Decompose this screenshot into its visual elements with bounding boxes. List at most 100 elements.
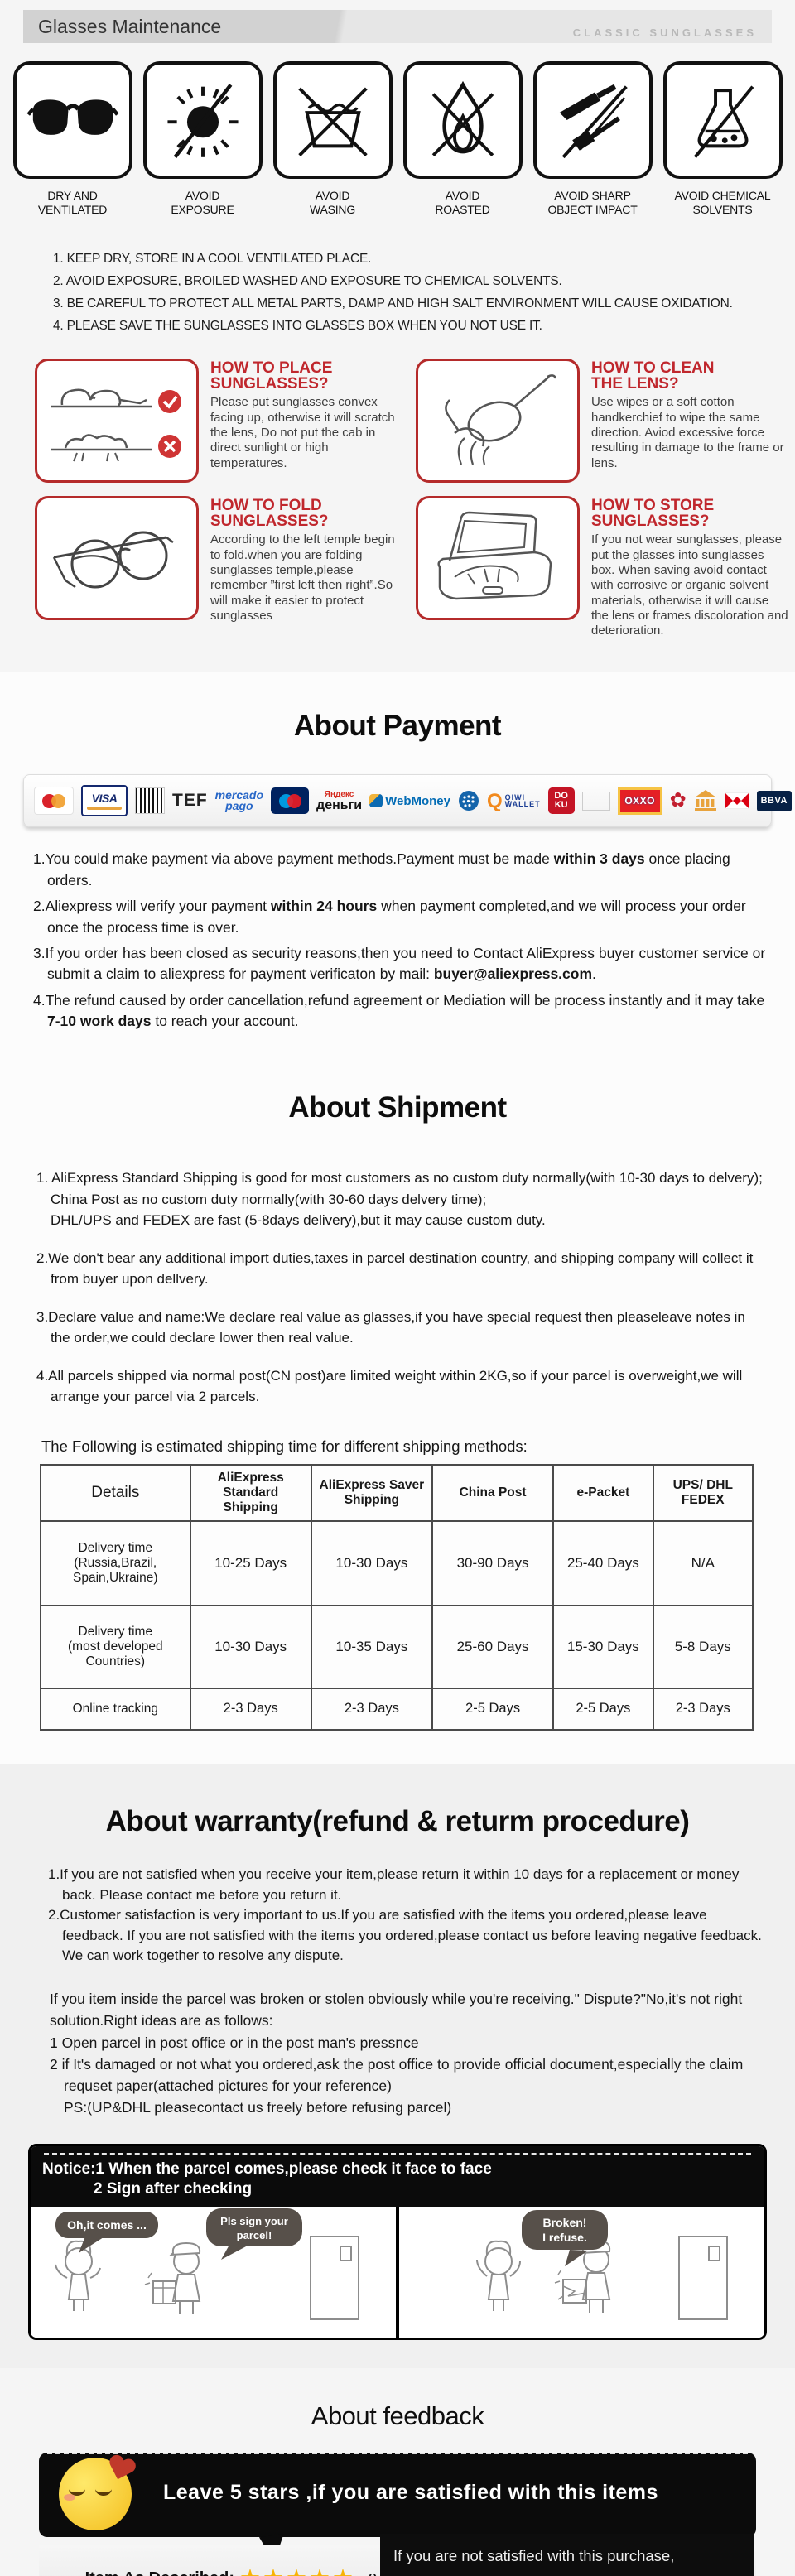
howto-body: According to the left temple begin to fo… [210,532,395,623]
dashed-divider [44,2152,751,2155]
notice-line: Notice:1 When the parcel comes,please ch… [42,2160,492,2178]
feedback-banner: Leave 5 stars ,if you are satisfied with… [39,2453,756,2564]
payment-note: 4.The refund caused by order cancellatio… [33,991,765,1030]
comic-sign-sketch: Oh,it comes ... Pls sign your parcel! [55,2208,359,2320]
howto-body: Use wipes or a soft cotton handkerchief … [591,395,784,470]
speech-bubble: parcel! [237,2229,272,2241]
shipment-title: About Shipment [288,1091,507,1124]
care-rule: 3. BE CAREFUL TO PROTECT ALL METAL PARTS… [53,296,733,311]
care-box-chemical [662,61,783,179]
shipment-note: 1. AliExpress Standard Shipping is good … [36,1170,763,1187]
dispute-note: PS:(UP&DHL pleasecontact us freely befor… [64,2099,452,2116]
no-sun-icon [166,84,238,159]
five-star-icons: ★★★★★ [239,2567,355,2576]
comic-refuse-sketch: Broken! I refuse. [476,2210,728,2320]
care-label: AVOID WASING [309,189,356,216]
kiss-emoji-icon [59,2458,132,2530]
care-rule: 1. KEEP DRY, STORE IN A COOL VENTILATED … [53,251,372,266]
shipment-note: 4.All parcels shipped via normal post(CN… [36,1367,743,1405]
warranty-title: About warranty(refund & returm procedure… [105,1804,690,1837]
care-label: AVOID EXPOSURE [171,189,234,216]
howto-fold: HOW TO FOLD SUNGLASSES? According to the… [35,495,407,639]
bbva-logo: BBVA [756,790,792,811]
care-box-sharp [532,61,653,179]
speech-bubble: Broken! [543,2216,587,2229]
howto-title: HOW TO FOLD SUNGLASSES? [210,496,329,530]
howto-place: HOW TO PLACE SUNGLASSES? Please put sung… [35,358,407,483]
maestro-logo [271,787,310,815]
th-saver: AliExpress Saver Shipping [310,1463,433,1522]
payment-methods-bar: VISA TEF mercado pago Яндекс деньги WebM… [23,774,792,828]
yandex-money-logo: Яндекс деньги [316,790,363,812]
payment-note: 3.If you order has been closed as securi… [33,944,766,983]
mercado-pago-logo: mercado pago [214,788,264,813]
doku-logo: DO KU [547,787,575,815]
th-details: Details [40,1463,191,1522]
warranty-notes: 1.If you are not satisfied when you rece… [48,1865,762,1967]
shipment-note: 2.We don't bear any additional import du… [36,1249,754,1288]
glasses-case-sketch [437,511,552,599]
heart-icon [110,2455,145,2487]
howto-place-illustration [35,358,199,483]
care-icon-row [0,61,795,179]
shipping-table-caption: The Following is estimated shipping time… [41,1437,528,1455]
howto-fold-illustration [35,495,199,620]
care-box-roasted [402,61,523,179]
care-label: AVOID ROASTED [435,189,490,216]
no-wash-icon [297,87,368,156]
care-box-exposure [142,61,263,179]
care-label: DRY AND VENTILATED [37,189,108,216]
warranty-note: 1.If you are not satisfied when you rece… [48,1866,740,1903]
howto-title: HOW TO PLACE SUNGLASSES? [210,359,333,392]
banner-text: Leave 5 stars ,if you are satisfied with… [163,2481,658,2504]
speech-bubble: I refuse. [542,2231,587,2244]
oxxo-logo: OXXO [617,787,662,815]
dashed-divider [47,2453,748,2454]
warranty-note: 2.Customer satisfaction is very importan… [48,1907,762,1964]
th-chinapost: China Post [431,1463,555,1522]
care-rule: 2. AVOID EXPOSURE, BROILED WASHED AND EX… [53,273,562,288]
payment-title: About Payment [293,710,502,743]
howto-clean-text: HOW TO CLEAN THE LENS? Use wipes or a so… [591,359,788,483]
hsbc-logo [724,792,749,810]
dispute-notes: If you item inside the parcel was broken… [50,1988,762,2119]
howto-fold-text: HOW TO FOLD SUNGLASSES? According to the… [210,496,407,639]
howto-title: HOW TO STORE SUNGLASSES? [591,496,715,530]
dispute-note: 1 Open parcel in post office or in the p… [50,2034,419,2051]
howto-body: If you not wear sunglasses, please put t… [591,532,788,638]
speech-bubble: Oh,it comes ... [67,2218,147,2232]
payment-note: 2.Aliexpress will verify your payment wi… [33,898,746,936]
tef-logo: TEF [172,791,208,811]
section-shipment: About Shipment 1. AliExpress Standard Sh… [0,1043,795,1764]
satisfaction-note-box: If you are not satisfied with this purch… [380,2534,754,2576]
place-sunglasses-sketch [51,388,181,461]
satisfaction-note: If you are not satisfied with this purch… [393,2547,675,2564]
care-rules: 1. KEEP DRY, STORE IN A COOL VENTILATED … [53,252,770,334]
howto-title: HOW TO CLEAN THE LENS? [591,359,715,392]
th-epacket: e-Packet [552,1463,654,1522]
howto-store-text: HOW TO STORE SUNGLASSES? If you not wear… [591,496,788,639]
payment-notes: 1.You could make payment via above payme… [33,849,768,1032]
dispute-note: If you item inside the parcel was broken… [50,1991,743,2030]
dispute-note: 2 if It's damaged or not what you ordere… [50,2055,744,2095]
rating-panel: Item As Described: ★★★★★ 5分 Communicatio… [39,2534,756,2576]
howto-store: HOW TO STORE SUNGLASSES? If you not wear… [416,495,788,639]
howto-grid: HOW TO PLACE SUNGLASSES? Please put sung… [35,358,788,639]
section-header-band: Glasses Maintenance CLASSIC SUNGLASSES [23,10,772,43]
care-label: AVOID CHEMICAL SOLVENTS [674,189,771,216]
no-sharp-object-icon [559,84,628,159]
shipment-note: DHL/UPS and FEDEX are fast (5-8days deli… [51,1212,546,1229]
howto-store-illustration [416,495,580,620]
howto-body: Please put sunglasses convex facing up, … [210,395,395,470]
rating-row: Item As Described: ★★★★★ 5分 [42,2567,756,2576]
feedback-title: About feedback [311,2401,484,2430]
notice-header: Notice:1 When the parcel comes,please ch… [31,2145,764,2207]
shipment-note: China Post as no custom duty normally(wi… [51,1191,487,1207]
table-row: Online tracking 2-3 Days 2-3 Days 2-5 Da… [40,1687,754,1731]
boleto-barcode-logo [135,787,165,815]
section-warranty: About warranty(refund & returm procedure… [0,1763,795,2368]
comic-panel-sign: Oh,it comes ... Pls sign your parcel! [31,2207,396,2338]
shipment-note: 3.Declare value and name:We declare real… [36,1308,745,1346]
section-feedback: About feedback Leave 5 stars ,if you are… [0,2368,795,2576]
